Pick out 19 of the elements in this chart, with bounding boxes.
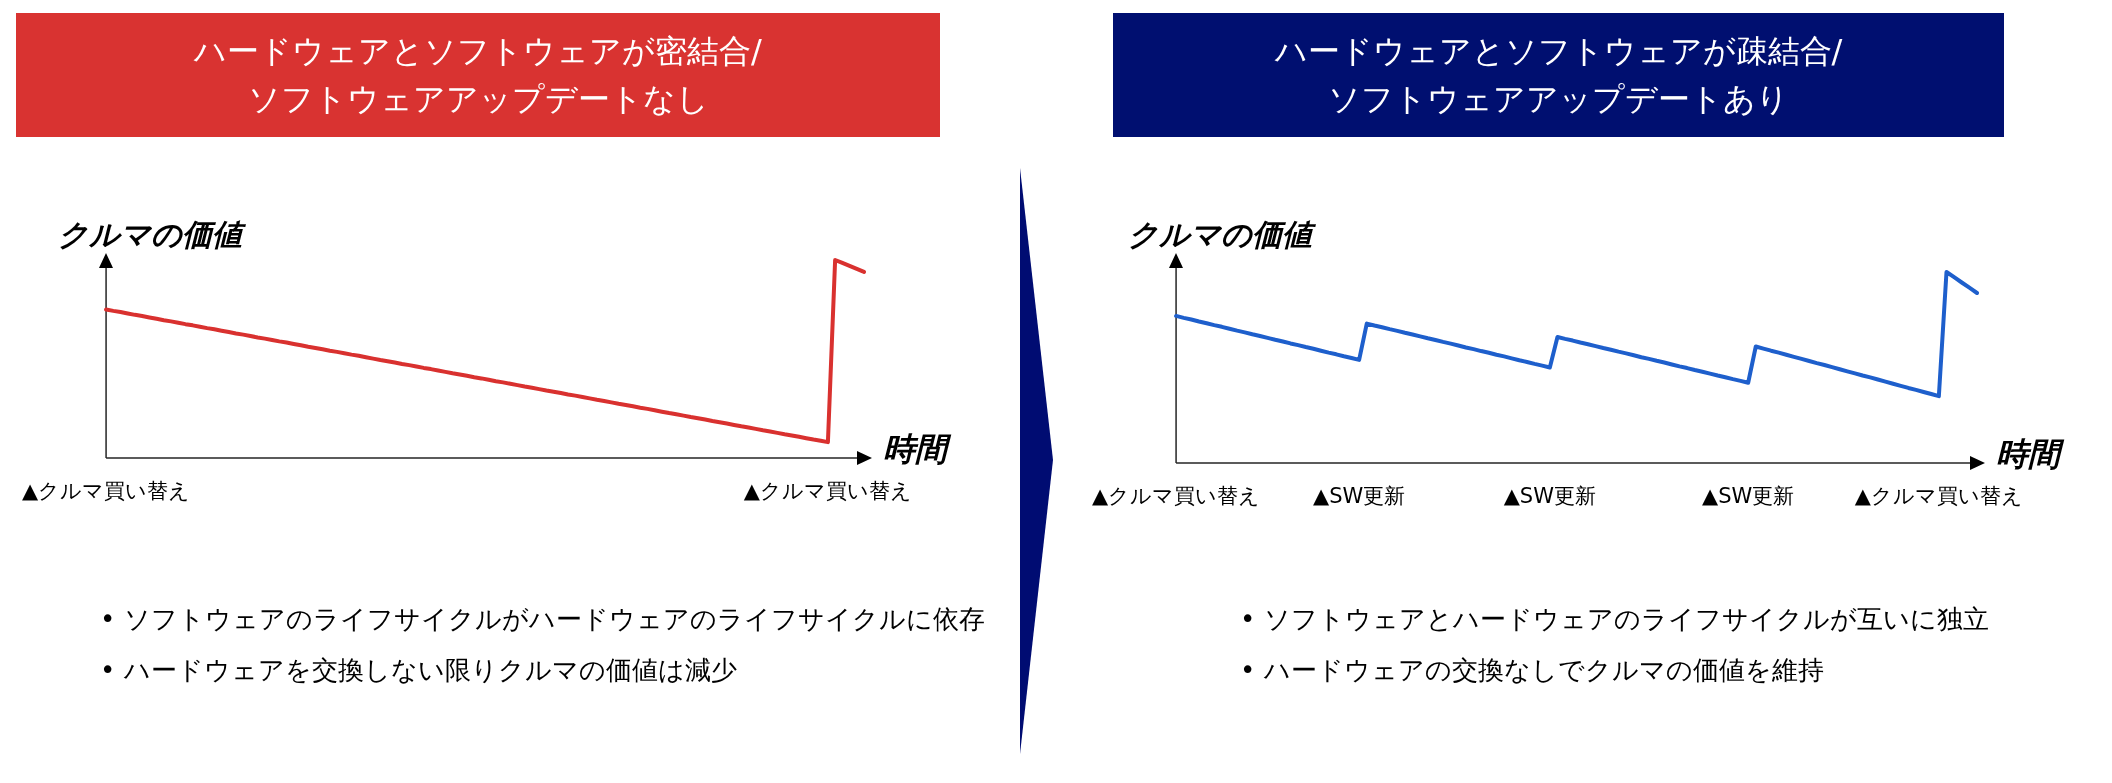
y-axis-title: クルマの価値 (1128, 216, 1318, 252)
header-banner: ハードウェアとソフトウェアが疎結合/ ソフトウェアアップデートあり (1113, 13, 2004, 137)
y-axis-title: クルマの価値 (58, 216, 248, 252)
x-tick-label: ▲SW更新 (1503, 484, 1596, 509)
x-tick-label: ▲SW更新 (1702, 484, 1795, 509)
x-tick-label: ▲クルマ買い替え (1854, 484, 2023, 509)
x-axis-title: 時間 (883, 430, 952, 469)
chart-title: ハードウェアとソフトウェアが密結合/ ソフトウェアアップデートなし (194, 31, 762, 120)
x-tick-label: ▲クルマ買い替え (743, 479, 912, 504)
header-banner: ハードウェアとソフトウェアが密結合/ ソフトウェアアップデートなし (16, 13, 940, 137)
text: • ハードウェアの交換なしでクルマの価値を維持 (1240, 654, 1825, 687)
chart-title: ハードウェアとソフトウェアが疎結合/ ソフトウェアアップデートあり (1274, 31, 1843, 120)
text: • ソフトウェアとハードウェアのライフサイクルが互いに独立 (1240, 603, 1989, 636)
text: • ソフトウェアのライフサイクルがハードウェアのライフサイクルに依存 (100, 603, 985, 636)
x-tick-label: ▲クルマ買い替え (22, 479, 191, 504)
x-axis-title: 時間 (1996, 435, 2065, 474)
x-tick-label: ▲SW更新 (1313, 484, 1406, 509)
x-tick-label: ▲クルマ買い替え (1092, 484, 1261, 509)
text: • ハードウェアを交換しない限りクルマの価値は減少 (100, 654, 738, 687)
